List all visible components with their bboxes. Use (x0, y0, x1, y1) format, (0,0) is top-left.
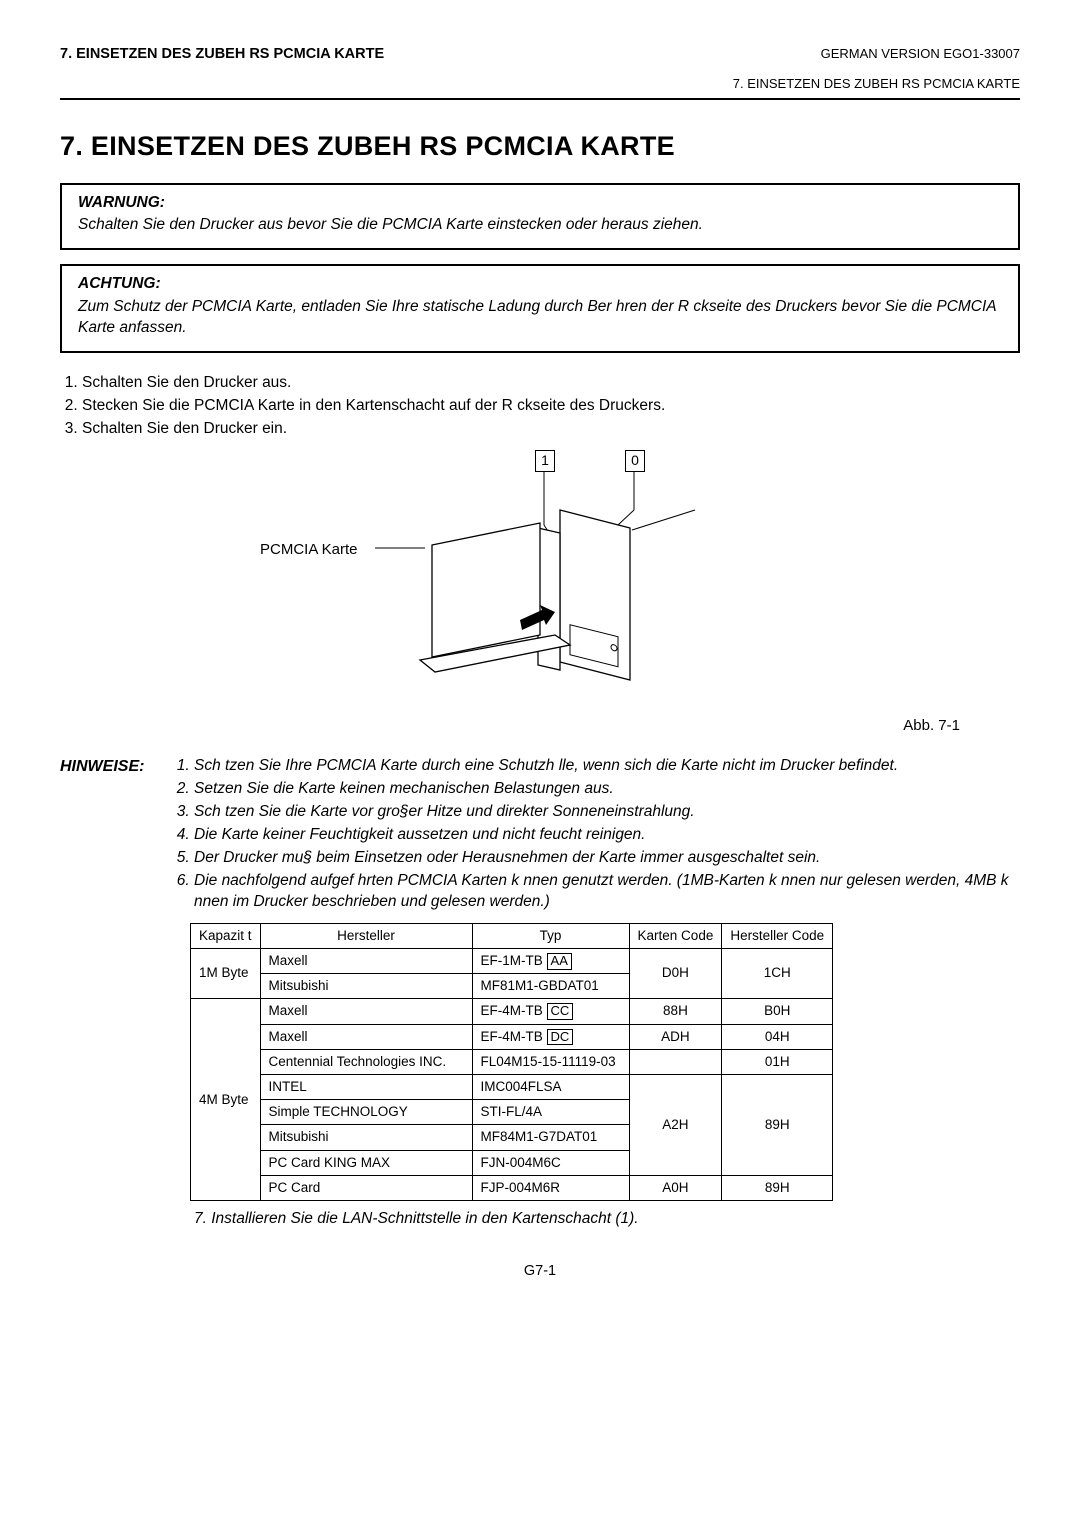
td-mfr: Maxell (260, 999, 472, 1024)
td-type: MF84M1-G7DAT01 (472, 1125, 629, 1150)
td-mfr: INTEL (260, 1074, 472, 1099)
td-mfrcode: 89H (722, 1175, 833, 1200)
figure-caption: Abb. 7-1 (60, 716, 960, 736)
section-title: 7. EINSETZEN DES ZUBEH RS PCMCIA KARTE (60, 128, 1020, 164)
td-type: EF-4M-TB DC (472, 1024, 629, 1049)
step-item: Stecken Sie die PCMCIA Karte in den Kart… (82, 396, 1020, 417)
td-cardcode: A0H (629, 1175, 722, 1200)
hinweis-item: Sch tzen Sie die Karte vor gro§er Hitze … (194, 802, 1020, 823)
caution-text: Zum Schutz der PCMCIA Karte, entladen Si… (78, 297, 1002, 339)
table-row: PC Card FJP-004M6R A0H 89H (191, 1175, 833, 1200)
td-type: MF81M1-GBDAT01 (472, 974, 629, 999)
td-type: FJP-004M6R (472, 1175, 629, 1200)
td-cardcode (629, 1049, 722, 1074)
step-item: Schalten Sie den Drucker aus. (82, 373, 1020, 394)
td-mfr: Maxell (260, 1024, 472, 1049)
td-type: STI-FL/4A (472, 1100, 629, 1125)
header-left: 7. EINSETZEN DES ZUBEH RS PCMCIA KARTE (60, 45, 384, 65)
warning-label: WARNUNG: (78, 193, 1002, 214)
warning-box: WARNUNG: Schalten Sie den Drucker aus be… (60, 183, 1020, 251)
table-row: INTEL IMC004FLSA A2H 89H (191, 1074, 833, 1099)
td-mfr: Maxell (260, 948, 472, 973)
hinweis-item: Die Karte keiner Feuchtigkeit aussetzen … (194, 825, 1020, 846)
td-mfrcode: 01H (722, 1049, 833, 1074)
td-cardcode: 88H (629, 999, 722, 1024)
td-type: FL04M15-15-11119-03 (472, 1049, 629, 1074)
td-mfr: PC Card (260, 1175, 472, 1200)
td-mfrcode: B0H (722, 999, 833, 1024)
hinweis-item: Setzen Sie die Karte keinen mechanischen… (194, 779, 1020, 800)
td-mfr: Simple TECHNOLOGY (260, 1100, 472, 1125)
hinweis-item: Sch tzen Sie Ihre PCMCIA Karte durch ein… (194, 756, 1020, 777)
td-mfrcode: 89H (722, 1074, 833, 1175)
page-header: 7. EINSETZEN DES ZUBEH RS PCMCIA KARTE G… (60, 45, 1020, 65)
hinweise-label: HINWEISE: (60, 756, 170, 778)
table-row: 4M Byte Maxell EF-4M-TB CC 88H B0H (191, 999, 833, 1024)
caution-box: ACHTUNG: Zum Schutz der PCMCIA Karte, en… (60, 264, 1020, 353)
td-type: EF-4M-TB CC (472, 999, 629, 1024)
figure-svg (190, 450, 890, 710)
hinweis-7: 7. Installieren Sie die LAN-Schnittstell… (194, 1209, 1020, 1230)
td-mfr: Centennial Technologies INC. (260, 1049, 472, 1074)
header-right-top: GERMAN VERSION EGO1-33007 (821, 45, 1020, 63)
td-capacity: 1M Byte (191, 948, 261, 998)
header-right-sub: 7. EINSETZEN DES ZUBEH RS PCMCIA KARTE (60, 75, 1020, 93)
td-type: EF-1M-TB AA (472, 948, 629, 973)
th-manufacturer: Hersteller (260, 923, 472, 948)
td-mfrcode: 04H (722, 1024, 833, 1049)
caution-label: ACHTUNG: (78, 274, 1002, 295)
th-type: Typ (472, 923, 629, 948)
td-type: FJN-004M6C (472, 1150, 629, 1175)
step-item: Schalten Sie den Drucker ein. (82, 419, 1020, 440)
table-row: Centennial Technologies INC. FL04M15-15-… (191, 1049, 833, 1074)
table-header-row: Kapazit t Hersteller Typ Karten Code Her… (191, 923, 833, 948)
table-row: 1M Byte Maxell EF-1M-TB AA D0H 1CH (191, 948, 833, 973)
hinweise-block: HINWEISE: Sch tzen Sie Ihre PCMCIA Karte… (60, 756, 1020, 914)
steps-list: Schalten Sie den Drucker aus. Stecken Si… (60, 373, 1020, 440)
td-mfr: Mitsubishi (260, 1125, 472, 1150)
td-capacity: 4M Byte (191, 999, 261, 1201)
page-number: G7-1 (60, 1262, 1020, 1282)
td-cardcode: A2H (629, 1074, 722, 1175)
td-cardcode: D0H (629, 948, 722, 998)
td-mfr: PC Card KING MAX (260, 1150, 472, 1175)
hinweis-item: Die nachfolgend aufgef hrten PCMCIA Kart… (194, 871, 1020, 913)
td-mfrcode: 1CH (722, 948, 833, 998)
th-cardcode: Karten Code (629, 923, 722, 948)
warning-text: Schalten Sie den Drucker aus bevor Sie d… (78, 215, 1002, 236)
hinweis-item: Der Drucker mu§ beim Einsetzen oder Hera… (194, 848, 1020, 869)
table-row: Maxell EF-4M-TB DC ADH 04H (191, 1024, 833, 1049)
header-rule (60, 98, 1020, 100)
pcmcia-table: Kapazit t Hersteller Typ Karten Code Her… (190, 923, 833, 1201)
th-mfrcode: Hersteller Code (722, 923, 833, 948)
figure: 1 0 PCMCIA Karte (190, 450, 890, 710)
td-mfr: Mitsubishi (260, 974, 472, 999)
td-cardcode: ADH (629, 1024, 722, 1049)
hinweise-list: Sch tzen Sie Ihre PCMCIA Karte durch ein… (170, 756, 1020, 914)
td-type: IMC004FLSA (472, 1074, 629, 1099)
th-capacity: Kapazit t (191, 923, 261, 948)
